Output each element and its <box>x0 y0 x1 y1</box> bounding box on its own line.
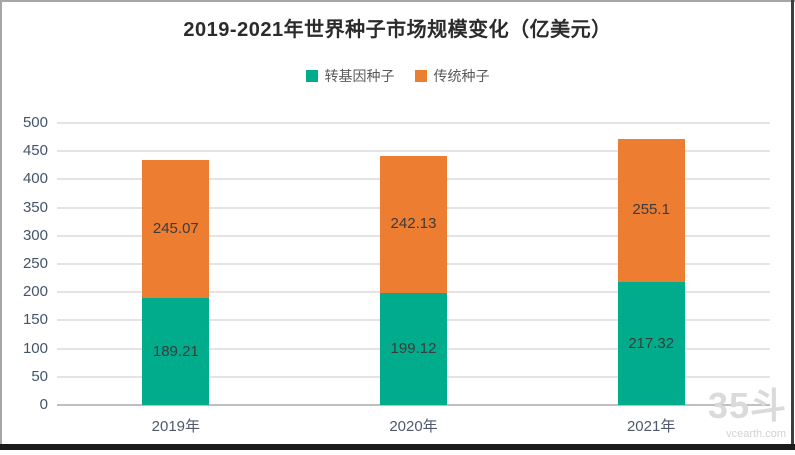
frame-border-right <box>791 0 794 447</box>
legend-swatch-gmo-seeds <box>305 70 318 82</box>
legend-item-gmo-seeds: 转基因种子 <box>305 66 395 86</box>
legend-swatch-traditional-seeds <box>414 70 427 82</box>
legend-item-traditional-seeds: 传统种子 <box>414 66 490 86</box>
frame-border-left <box>0 0 2 447</box>
bar-segment <box>617 282 685 405</box>
x-category-label: 2019年 <box>151 418 201 435</box>
bar-value-label: 255.1 <box>632 201 670 219</box>
bar-value-label: 245.07 <box>152 220 199 238</box>
watermark-logo: 35斗 <box>707 385 787 426</box>
bar-value-label: 199.12 <box>390 339 437 357</box>
bar-segment <box>617 138 685 283</box>
bar-segment <box>142 298 210 405</box>
y-tick-label: 0 <box>39 396 48 413</box>
y-tick-label: 250 <box>22 255 48 272</box>
bar-segment <box>380 292 447 405</box>
chart-title: 2019-2021年世界种子市场规模变化（亿美元） <box>183 19 612 41</box>
legend-label-gmo-seeds: 转基因种子 <box>324 68 395 84</box>
frame-border-bottom <box>0 444 795 450</box>
legend: 转基因种子 传统种子 <box>0 66 795 86</box>
gridline <box>57 122 770 124</box>
gridline <box>57 150 770 153</box>
frame-border-top <box>0 0 795 2</box>
bar-segment <box>380 156 447 293</box>
y-tick-label: 500 <box>22 114 48 131</box>
x-category-label: 2020年 <box>389 418 438 435</box>
watermark-site-url: vcearth.com <box>726 428 786 440</box>
y-tick-label: 400 <box>22 170 48 188</box>
bar-value-label: 242.13 <box>390 215 437 233</box>
y-tick-label: 150 <box>22 311 48 329</box>
y-tick-label: 50 <box>31 367 48 385</box>
y-tick-label: 300 <box>22 226 48 244</box>
bar-value-label: 189.21 <box>152 342 199 360</box>
y-tick-label: 350 <box>22 198 48 216</box>
x-axis-line <box>57 404 770 406</box>
y-tick-label: 450 <box>22 142 48 160</box>
x-category-label: 2021年 <box>626 418 676 435</box>
bar-segment <box>142 160 210 299</box>
y-tick-label: 200 <box>22 283 48 301</box>
y-tick-label: 100 <box>22 339 48 357</box>
bar-value-label: 217.32 <box>628 334 675 352</box>
legend-label-traditional-seeds: 传统种子 <box>433 68 490 84</box>
